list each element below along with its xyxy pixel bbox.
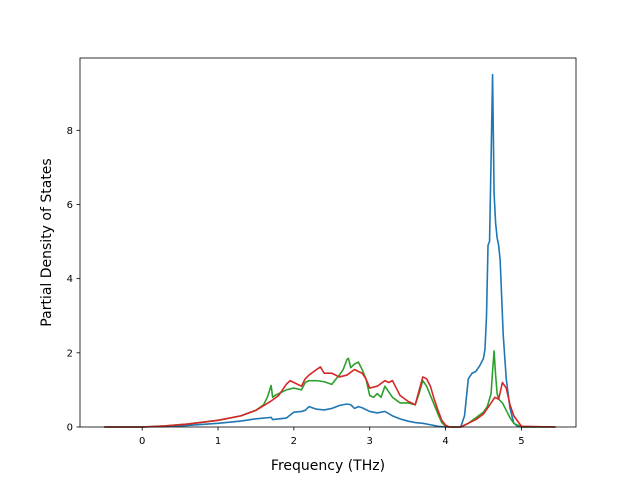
y-tick-label: 4 [67, 274, 73, 285]
series-layer [104, 73, 556, 428]
x-axis-label: Frequency (THz) [271, 458, 385, 474]
y-tick-label: 2 [67, 348, 73, 359]
x-axis-ticks: 0 1 2 3 4 5 [139, 427, 525, 447]
y-axis-label: Partial Density of States [39, 158, 55, 326]
x-tick-label: 3 [367, 436, 373, 447]
y-tick-label: 0 [67, 423, 73, 434]
series-line-2 [104, 350, 556, 428]
x-tick-label: 4 [442, 436, 448, 447]
y-tick-label: 8 [67, 126, 73, 137]
x-tick-label: 0 [139, 436, 145, 447]
x-tick-label: 5 [518, 436, 524, 447]
x-tick-label: 1 [215, 436, 221, 447]
y-tick-label: 6 [67, 200, 73, 211]
x-tick-label: 2 [291, 436, 297, 447]
series-line-1 [104, 73, 556, 428]
y-axis-ticks: 0 2 4 6 8 [67, 126, 80, 434]
plot-frame [79, 57, 577, 428]
series-line-3 [104, 366, 556, 428]
